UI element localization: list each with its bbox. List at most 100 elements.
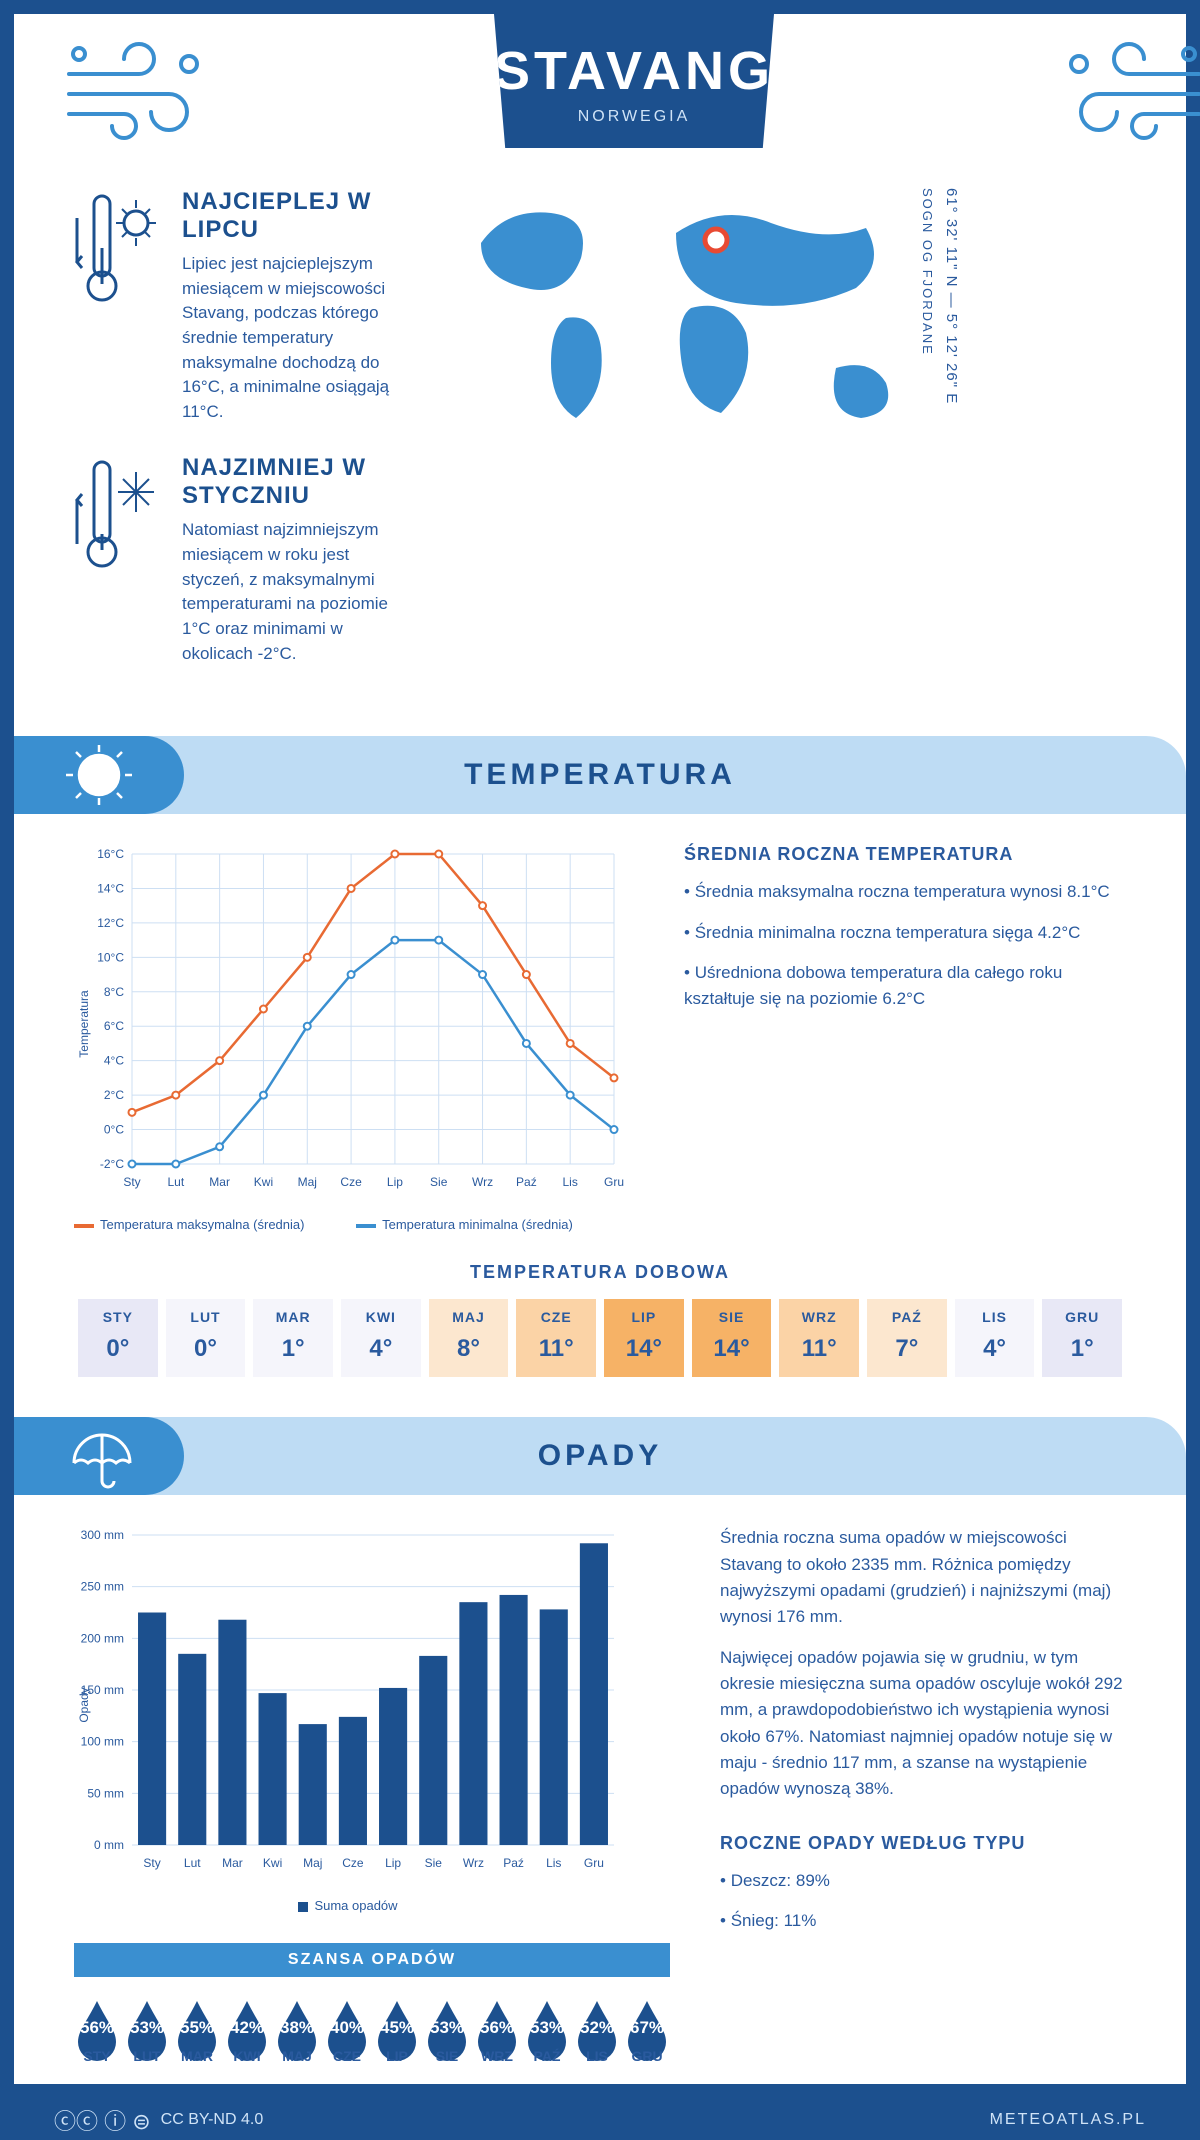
chance-value: 56%	[474, 2018, 520, 2038]
footer: ⓒⓒ ⓘ ⊜ CC BY-ND 4.0 METEOATLAS.PL	[14, 2084, 1186, 2140]
fact-cold-title: NAJZIMNIEJ W STYCZNIU	[182, 454, 396, 510]
daily-cell: GRU1°	[1042, 1299, 1122, 1377]
daily-value: 14°	[604, 1335, 684, 1363]
chance-drop-row: 56%STY53%LUT55%MAR42%KWI38%MAJ40%CZE45%L…	[74, 1997, 670, 2064]
infographic-page: STAVANG NORWEGIA NAJCIEPLEJ W LIPCU Lipi…	[0, 0, 1200, 2140]
svg-text:6°C: 6°C	[104, 1020, 124, 1034]
daily-month: STY	[78, 1309, 158, 1325]
daily-value: 0°	[78, 1335, 158, 1363]
chance-value: 40%	[324, 2018, 370, 2038]
daily-month: LIS	[955, 1309, 1035, 1325]
precip-title: OPADY	[538, 1439, 662, 1472]
svg-text:200 mm: 200 mm	[81, 1632, 124, 1646]
svg-text:Sie: Sie	[430, 1175, 448, 1189]
svg-text:Lip: Lip	[385, 1856, 401, 1870]
temperature-body: -2°C0°C2°C4°C6°C8°C10°C12°C14°C16°CStyLu…	[14, 814, 1186, 1252]
daily-value: 4°	[341, 1335, 421, 1363]
intro-section: NAJCIEPLEJ W LIPCU Lipiec jest najcieple…	[14, 148, 1186, 716]
daily-cell: SIE 14°	[692, 1299, 772, 1377]
chance-drop: 53%SIE	[424, 1997, 470, 2064]
daily-value: 14°	[692, 1335, 772, 1363]
legend-precip-label: Suma opadów	[314, 1898, 397, 1913]
chance-title: SZANSA OPADÓW	[74, 1943, 670, 1977]
bytype-bullet: Śnieg: 11%	[720, 1908, 1126, 1934]
svg-text:Lut: Lut	[184, 1856, 201, 1870]
fact-cold: NAJZIMNIEJ W STYCZNIU Natomiast najzimni…	[74, 454, 396, 666]
coords-label: 61° 32' 11" N — 5° 12' 26" E	[943, 188, 960, 696]
chance-value: 45%	[374, 2018, 420, 2038]
chance-value: 38%	[274, 2018, 320, 2038]
precip-p2: Najwięcej opadów pojawia się w grudniu, …	[720, 1645, 1126, 1803]
legend-max-label: Temperatura maksymalna (średnia)	[100, 1217, 304, 1232]
chance-drop: 53%PAŹ	[524, 1997, 570, 2064]
cc-icon: ⓒⓒ ⓘ ⊜	[54, 2104, 151, 2136]
daily-value: 1°	[253, 1335, 333, 1363]
svg-text:Cze: Cze	[340, 1175, 362, 1189]
chance-drop: 56%STY	[74, 1997, 120, 2064]
temperature-chart: -2°C0°C2°C4°C6°C8°C10°C12°C14°C16°CStyLu…	[74, 844, 634, 1232]
svg-text:Lut: Lut	[167, 1175, 184, 1189]
daily-value: 0°	[166, 1335, 246, 1363]
daily-cell: PAŹ 7°	[867, 1299, 947, 1377]
svg-text:Paź: Paź	[503, 1856, 524, 1870]
chance-value: 52%	[574, 2018, 620, 2038]
world-map: SOGN OG FJORDANE 61° 32' 11" N — 5° 12' …	[456, 188, 1126, 696]
daily-cell: WRZ11°	[779, 1299, 859, 1377]
svg-text:0°C: 0°C	[104, 1123, 124, 1137]
daily-month: MAR	[253, 1309, 333, 1325]
chance-drop: 45%LIP	[374, 1997, 420, 2064]
daily-month: SIE	[692, 1309, 772, 1325]
umbrella-icon	[14, 1417, 184, 1495]
precip-chart-col: 0 mm50 mm100 mm150 mm200 mm250 mm300 mmO…	[74, 1525, 670, 2064]
daily-month: LIP	[604, 1309, 684, 1325]
daily-value: 4°	[955, 1335, 1035, 1363]
chance-drop: 56%WRZ	[474, 1997, 520, 2064]
daily-cell: LIS 4°	[955, 1299, 1035, 1377]
chance-drop: 40%CZE	[324, 1997, 370, 2064]
chance-drop: 53%LUT	[124, 1997, 170, 2064]
precip-legend: Suma opadów	[74, 1898, 670, 1913]
chance-drop: 52%LIS	[574, 1997, 620, 2064]
svg-text:Maj: Maj	[298, 1175, 317, 1189]
chance-drop: 55%MAR	[174, 1997, 220, 2064]
svg-text:16°C: 16°C	[97, 847, 124, 861]
chance-value: 42%	[224, 2018, 270, 2038]
site-label: METEOATLAS.PL	[990, 2111, 1146, 2129]
daily-month: WRZ	[779, 1309, 859, 1325]
daily-value: 7°	[867, 1335, 947, 1363]
svg-text:14°C: 14°C	[97, 882, 124, 896]
temperature-banner: TEMPERATURA	[14, 736, 1186, 814]
precip-body: 0 mm50 mm100 mm150 mm200 mm250 mm300 mmO…	[14, 1495, 1186, 2084]
svg-text:100 mm: 100 mm	[81, 1735, 124, 1749]
svg-text:Lis: Lis	[546, 1856, 561, 1870]
svg-text:250 mm: 250 mm	[81, 1580, 124, 1594]
svg-text:Gru: Gru	[604, 1175, 624, 1189]
country-name: NORWEGIA	[494, 108, 774, 126]
svg-text:Sty: Sty	[143, 1856, 160, 1870]
daily-cell: STY 0°	[78, 1299, 158, 1377]
svg-text:Opady: Opady	[77, 1688, 91, 1723]
fact-warm-text: Lipiec jest najcieplejszym miesiącem w m…	[182, 252, 396, 424]
thermometer-hot-icon	[74, 188, 164, 424]
fact-cold-text: Natomiast najzimniejszym miesiącem w rok…	[182, 518, 396, 666]
temperature-legend: Temperatura maksymalna (średnia) Tempera…	[74, 1217, 634, 1232]
header-banner: STAVANG NORWEGIA	[494, 14, 774, 148]
avg-temp-title: ŚREDNIA ROCZNA TEMPERATURA	[684, 844, 1126, 865]
svg-text:4°C: 4°C	[104, 1054, 124, 1068]
daily-month: MAJ	[429, 1309, 509, 1325]
chance-drop: 67%GRU	[624, 1997, 670, 2064]
svg-text:Lip: Lip	[387, 1175, 403, 1189]
avg-bullet: Uśredniona dobowa temperatura dla całego…	[684, 960, 1126, 1013]
svg-text:Sie: Sie	[425, 1856, 443, 1870]
daily-temp-row: STY0°LUT0°MAR1°KWI4°MAJ8°CZE11°LIP14°SIE…	[74, 1299, 1126, 1377]
bytype-title: ROCZNE OPADY WEDŁUG TYPU	[720, 1833, 1126, 1854]
chance-value: 67%	[624, 2018, 670, 2038]
daily-month: LUT	[166, 1309, 246, 1325]
daily-month: PAŹ	[867, 1309, 947, 1325]
license-label: CC BY-ND 4.0	[161, 2111, 264, 2129]
avg-bullet: Średnia minimalna roczna temperatura się…	[684, 920, 1126, 946]
chance-value: 53%	[424, 2018, 470, 2038]
svg-text:Cze: Cze	[342, 1856, 364, 1870]
svg-text:Sty: Sty	[123, 1175, 140, 1189]
svg-text:Maj: Maj	[303, 1856, 322, 1870]
